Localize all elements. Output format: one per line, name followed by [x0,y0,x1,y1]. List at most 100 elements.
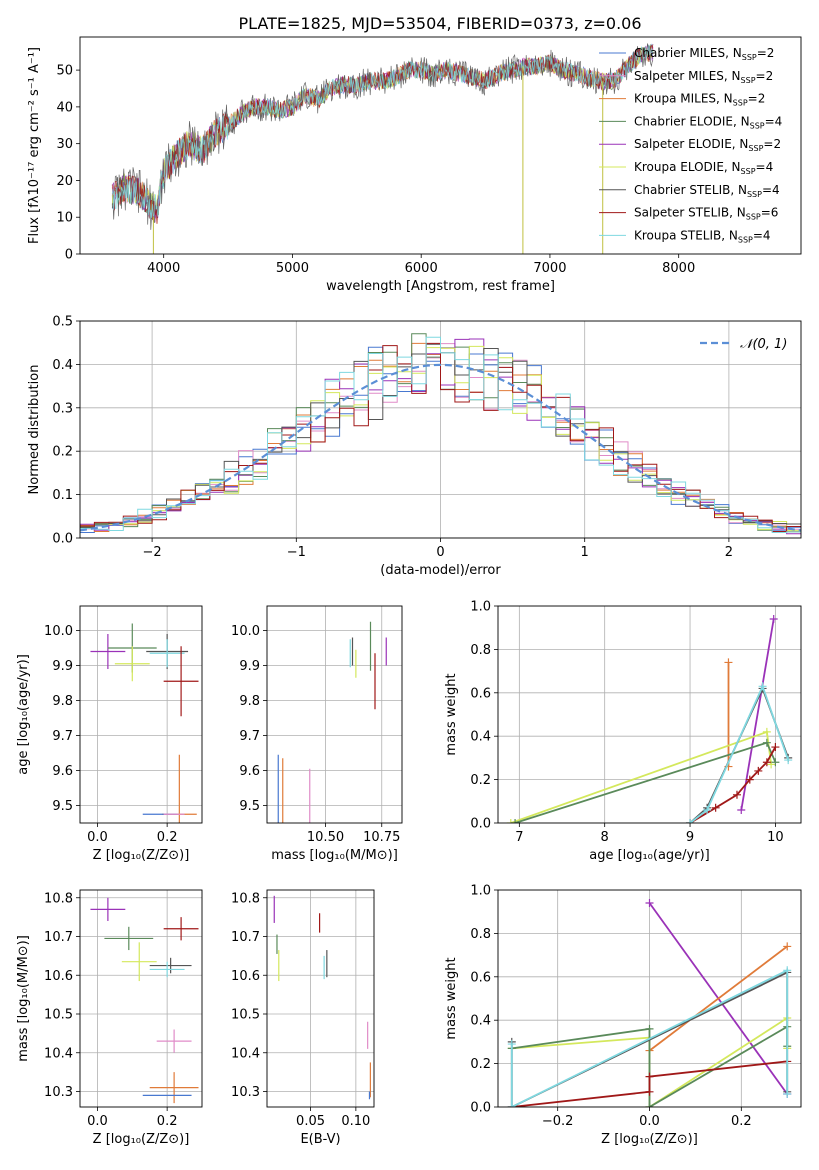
y-tick-label: 0.1 [52,488,73,503]
y-tick-label: 0.4 [52,358,73,373]
y-tick-label: 0.4 [470,730,491,745]
axes-frame [79,320,802,539]
x-tick-label: 0.10 [341,1114,370,1129]
y-axis-label: age [log₁₀(age/yr)] [16,654,31,775]
weight-point [645,1103,654,1107]
weight-point [511,819,520,823]
panel-age-vs-Z: 0.0 0.2 9.5 9.6 9.7 9.8 9.9 10.0 Z [log₁₀(Z/Z⊙)]… [16,605,203,863]
y-tick-label: 10.5 [44,1008,73,1023]
axes-frame [79,889,203,1108]
x-tick-label: 0.2 [731,1114,752,1129]
y-tick-label: 0.2 [470,773,491,788]
weight-point [754,766,763,775]
x-axis-label: age [log₁₀(age/yr)] [589,848,710,863]
weight-point [645,1087,654,1096]
y-tick-label: 0.6 [470,686,491,701]
y-tick-label: 10.0 [231,624,260,639]
weight-point [771,743,780,752]
weight-point [686,819,695,823]
x-axis-label: wavelength [Angstrom, rest frame] [326,279,555,294]
weight-point [784,756,793,765]
y-tick-label: 10.7 [44,930,73,945]
y-tick-label: 10.8 [44,891,73,906]
x-tick-label: 6000 [405,261,438,276]
figure-title: PLATE=1825, MJD=53504, FIBERID=0373, z=0… [238,14,641,33]
weight-point [711,803,720,812]
weight-point [783,942,792,951]
weight-point [771,758,780,767]
x-tick-label: 0.0 [87,830,108,845]
y-tick-label: 50 [56,64,73,79]
weight-point [737,805,746,814]
axes-frame [497,605,802,824]
y-tick-label: 1.0 [470,884,491,899]
plot-area-mass-vs-EBV [267,890,374,1107]
weight-line-chabrier-elodie [514,741,777,823]
y-tick-label: 0.0 [52,532,73,547]
weight-line-kroupa-stelib [689,683,790,823]
weight-point [762,727,771,736]
y-axis-label: mass weight [444,957,459,1039]
legend: Chabrier MILES, NSSP=2 Salpeter MILES, NS… [599,46,782,244]
legend-label: Chabrier MILES, NSSP=2 [634,46,774,62]
legend-label: Salpeter ELODIE, NSSP=2 [634,137,781,153]
weight-point [745,775,754,784]
x-tick-label: 4000 [147,261,180,276]
plot-area-residuals [80,321,801,538]
y-tick-label: 1.0 [470,600,491,615]
x-tick-label: 5000 [276,261,309,276]
x-axis-label: Z [log₁₀(Z/Z⊙)] [601,1132,698,1147]
x-tick-label: 7000 [533,261,566,276]
weight-line-kroupa-miles [648,945,788,1052]
y-tick-label: 10.6 [44,969,73,984]
y-axis-label: Normed distribution [27,365,42,495]
y-tick-label: 10.3 [44,1085,73,1100]
weight-point [724,658,733,667]
y-tick-label: 0.5 [52,315,73,330]
weight-point [783,1089,792,1098]
x-axis-label: (data-model)/error [380,563,501,578]
weight-point [732,790,741,799]
y-tick-label: 9.6 [52,764,73,779]
y-axis-label: mass [log₁₀(M/M⊙)] [16,935,31,1062]
x-tick-label: 8 [601,830,609,845]
y-tick-label: 9.9 [52,659,73,674]
axes-frame [266,605,403,824]
x-tick-label: 0.2 [157,1114,178,1129]
weight-point [769,615,778,624]
plot-area-spectrum [111,43,654,254]
legend-label: Salpeter STELIB, NSSP=6 [634,206,778,222]
x-tick-label: 9 [686,830,694,845]
y-tick-label: 10 [56,211,73,226]
y-tick-label: 0.2 [52,445,73,460]
x-tick-label: 8000 [662,261,695,276]
y-axis-label: mass weight [444,673,459,755]
weight-point [645,1072,654,1081]
weight-point [762,738,771,747]
legend-label: Salpeter MILES, NSSP=2 [634,69,773,85]
axes-frame [79,605,203,824]
y-tick-label: 10.6 [231,969,260,984]
y-tick-label: 10.0 [44,624,73,639]
y-axis-label: Flux [fλ10⁻¹⁷ erg cm⁻² s⁻¹ A⁻¹] [27,47,42,244]
legend: 𝒩(0, 1) [700,337,787,352]
weight-point [783,966,792,975]
y-tick-label: 0.2 [470,1057,491,1072]
y-tick-label: 0.0 [470,817,491,832]
x-tick-label: 0.05 [296,1114,325,1129]
x-tick-label: 0.0 [639,1114,660,1129]
chart-layer: 4000 5000 6000 7000 800001020304050wavelengt… [16,36,802,1147]
y-tick-label: 0.4 [470,1014,491,1029]
y-tick-label: 0.0 [470,1101,491,1116]
plot-area-age-vs-mass [267,606,402,823]
legend-label: 𝒩(0, 1) [740,337,787,352]
weight-line-salpeter-elodie [740,618,775,811]
y-tick-label: 9.6 [239,764,260,779]
plot-area-age-vs-Z [80,606,202,823]
x-tick-label: −1 [287,545,306,560]
x-tick-label: 10.50 [307,830,344,845]
legend-label: Kroupa MILES, NSSP=2 [634,92,765,108]
x-tick-label: 1 [581,545,589,560]
weight-line-kroupa-stelib [510,968,789,1107]
